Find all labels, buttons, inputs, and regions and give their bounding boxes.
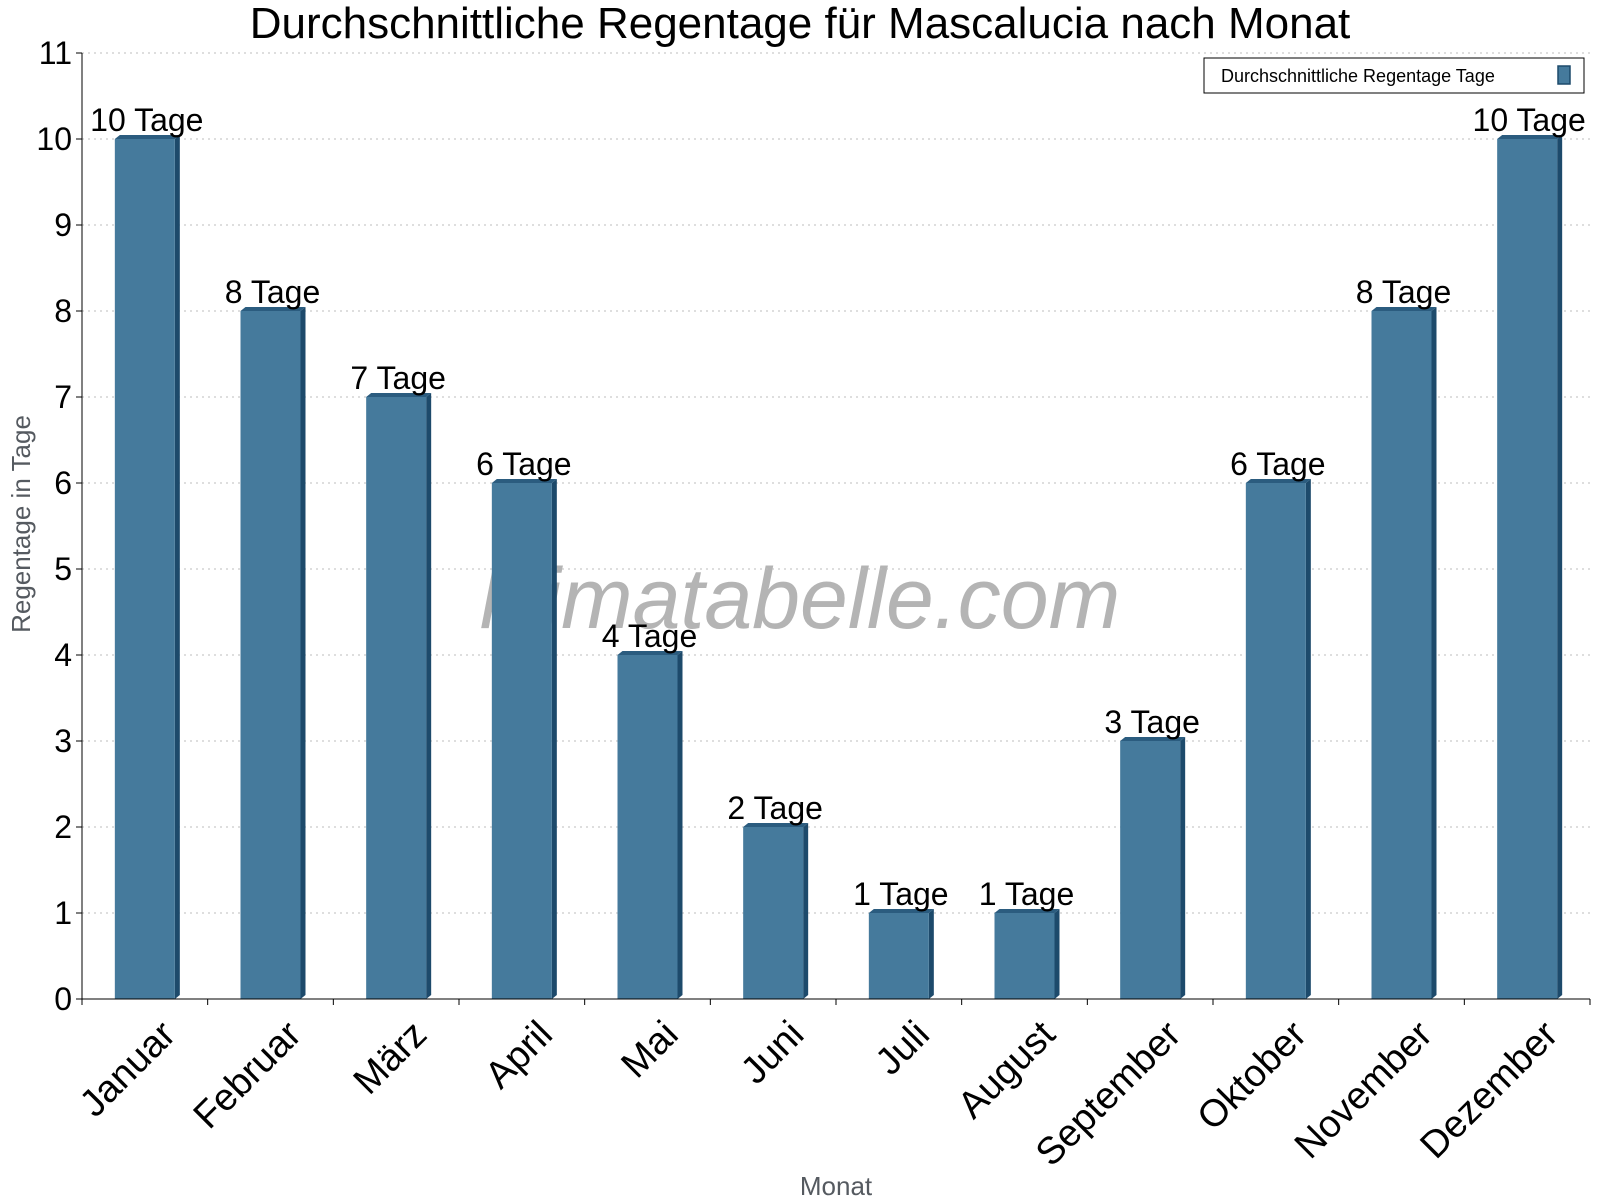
data-label: 8 Tage [225, 274, 321, 310]
chart-title: Durchschnittliche Regentage für Mascaluc… [250, 0, 1351, 48]
bar [1371, 311, 1432, 999]
data-label: 3 Tage [1104, 704, 1200, 740]
data-label: 6 Tage [476, 446, 572, 482]
bar-Juni [743, 823, 809, 999]
bar-side [803, 823, 809, 999]
x-tick-label: Juni [733, 1013, 812, 1092]
y-tick-label: 10 [36, 121, 72, 157]
x-tick-label: März [346, 1013, 435, 1102]
legend-box [1203, 57, 1585, 94]
legend-swatch [1557, 65, 1571, 85]
bar-top [1245, 479, 1311, 483]
bar-side [300, 307, 306, 999]
y-tick-label: 4 [54, 637, 72, 673]
bar-side [174, 135, 180, 999]
bar-Mai [617, 651, 683, 999]
data-label: 8 Tage [1356, 274, 1452, 310]
x-tick-label: Mai [614, 1013, 687, 1086]
bar-side [426, 393, 432, 999]
x-tick-label: Januar [72, 1013, 184, 1125]
bar [491, 483, 552, 999]
y-tick-label: 1 [54, 895, 72, 931]
data-label: 10 Tage [90, 102, 203, 138]
bar-September [1120, 737, 1186, 999]
x-tick-label: Februar [186, 1013, 310, 1137]
x-tick-label: November [1287, 1013, 1441, 1167]
y-tick-label: 6 [54, 465, 72, 501]
bar-April [491, 479, 557, 999]
bar [1120, 741, 1181, 999]
bar [868, 913, 929, 999]
data-label: 10 Tage [1473, 102, 1586, 138]
bar-top [1371, 307, 1437, 311]
data-label: 6 Tage [1230, 446, 1326, 482]
watermark: klimatabelle.com [480, 551, 1120, 647]
x-tick-label: Juli [868, 1013, 938, 1083]
bar-Februar [240, 307, 306, 999]
bars [114, 135, 1563, 999]
y-tick-label: 8 [54, 293, 72, 329]
bar-top [1497, 135, 1563, 139]
y-tick-label: 3 [54, 723, 72, 759]
bar-November [1371, 307, 1437, 999]
y-tick-label: 9 [54, 207, 72, 243]
bar-top [366, 393, 432, 397]
data-label: 1 Tage [979, 876, 1075, 912]
y-tick-label: 7 [54, 379, 72, 415]
bar [994, 913, 1055, 999]
bar-side [677, 651, 683, 999]
bar-top [994, 909, 1060, 913]
bar-side [1557, 135, 1563, 999]
bar-Dezember [1497, 135, 1563, 999]
y-axis-title: Regentage in Tage [6, 415, 36, 633]
legend-label: Durchschnittliche Regentage Tage [1221, 66, 1495, 86]
x-tick-label: Dezember [1413, 1013, 1567, 1167]
bar-top [1120, 737, 1186, 741]
data-label: 1 Tage [853, 876, 949, 912]
bar-top [868, 909, 934, 913]
x-tick-label: Oktober [1190, 1013, 1316, 1139]
y-tick-label: 11 [39, 35, 72, 71]
bar-März [366, 393, 432, 999]
grid [82, 52, 1590, 914]
y-tick-label: 0 [54, 981, 72, 1017]
bar-Januar [114, 135, 180, 999]
bar-Juli [868, 909, 934, 999]
bar-top [114, 135, 180, 139]
bar [1245, 483, 1306, 999]
bar [1497, 139, 1558, 999]
bar [617, 655, 678, 999]
y-tick-label: 5 [54, 551, 72, 587]
data-label: 7 Tage [350, 360, 446, 396]
x-tick-label: April [477, 1013, 560, 1096]
data-label: 4 Tage [602, 618, 698, 654]
bar [114, 139, 175, 999]
data-labels: 10 Tage 8 Tage 7 Tage 6 Tage 4 Tage 2 Tage 1 T… [90, 102, 1586, 912]
bar-side [1054, 909, 1060, 999]
x-axis-title: Monat [800, 1171, 873, 1200]
bar-August [994, 909, 1060, 999]
y-tick-label: 2 [54, 809, 72, 845]
bar [743, 827, 804, 999]
legend: Durchschnittliche Regentage Tage [1203, 57, 1585, 94]
data-label: 2 Tage [727, 790, 823, 826]
bar-top [617, 651, 683, 655]
bar-top [491, 479, 557, 483]
bar-top [240, 307, 306, 311]
bar [366, 397, 427, 999]
bar-side [928, 909, 934, 999]
bar-top [743, 823, 809, 827]
bar-side [1180, 737, 1186, 999]
bar-side [551, 479, 557, 999]
bar [240, 311, 301, 999]
bar-Oktober [1245, 479, 1311, 999]
bar-side [1305, 479, 1311, 999]
x-tick-label: August [950, 1013, 1064, 1127]
bar-side [1431, 307, 1437, 999]
